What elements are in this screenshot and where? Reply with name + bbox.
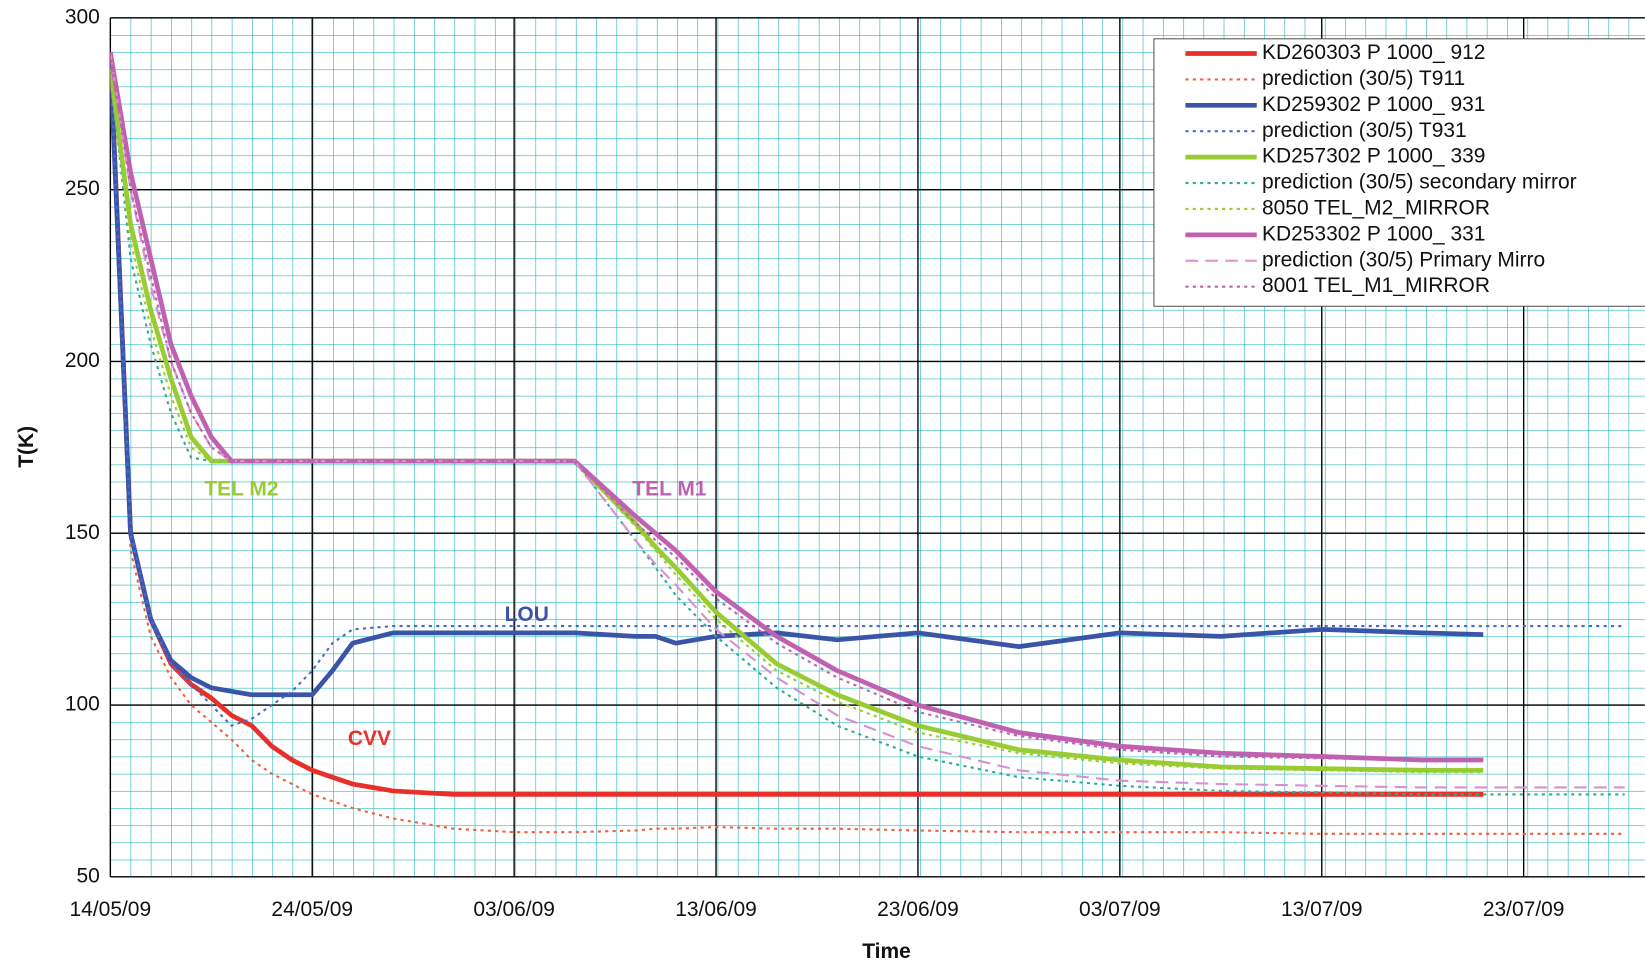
legend: KD260303 P 1000_ 912 prediction (30/5) T9… — [1154, 39, 1645, 306]
annotation: LOU — [505, 603, 549, 626]
legend-label: KD257302 P 1000_ 339 — [1262, 145, 1485, 168]
y-tick-label: 50 — [77, 864, 100, 887]
chart: 50 100 150 200 250 300 14/05/09 24/05/09 03/06/0… — [0, 0, 1645, 966]
x-tick-label: 03/06/09 — [473, 898, 555, 921]
legend-label: prediction (30/5) T911 — [1262, 67, 1465, 90]
annotation: TEL M1 — [632, 477, 707, 500]
x-tick-label: 13/07/09 — [1281, 898, 1363, 921]
x-tick-label: 24/05/09 — [271, 898, 353, 921]
y-tick-label: 150 — [65, 521, 100, 544]
legend-label: 8050 TEL_M2_MIRROR — [1262, 196, 1490, 219]
y-tick-label: 200 — [65, 349, 100, 372]
x-tick-label: 23/07/09 — [1483, 898, 1565, 921]
legend-label: KD260303 P 1000_ 912 — [1262, 41, 1485, 64]
annotation: CVV — [348, 727, 391, 750]
legend-label: prediction (30/5) T931 — [1262, 119, 1467, 142]
y-axis-label: T(K) — [15, 426, 38, 468]
y-tick-label: 300 — [65, 5, 100, 28]
y-tick-label: 100 — [65, 693, 100, 716]
page: 50 100 150 200 250 300 14/05/09 24/05/09 03/06/0… — [0, 0, 1645, 966]
x-tick-label: 14/05/09 — [70, 898, 152, 921]
x-tick-label: 23/06/09 — [877, 898, 959, 921]
legend-label: prediction (30/5) Primary Mirro — [1262, 248, 1545, 271]
x-tick-label: 03/07/09 — [1079, 898, 1161, 921]
y-tick-label: 250 — [65, 177, 100, 200]
annotation: TEL M2 — [204, 477, 278, 500]
legend-label: prediction (30/5) secondary mirror — [1262, 171, 1577, 194]
x-axis-label: Time — [862, 940, 911, 963]
legend-label: KD253302 P 1000_ 331 — [1262, 222, 1485, 245]
legend-label: KD259302 P 1000_ 931 — [1262, 93, 1485, 116]
x-tick-label: 13/06/09 — [675, 898, 757, 921]
legend-label: 8001 TEL_M1_MIRROR — [1262, 274, 1490, 297]
